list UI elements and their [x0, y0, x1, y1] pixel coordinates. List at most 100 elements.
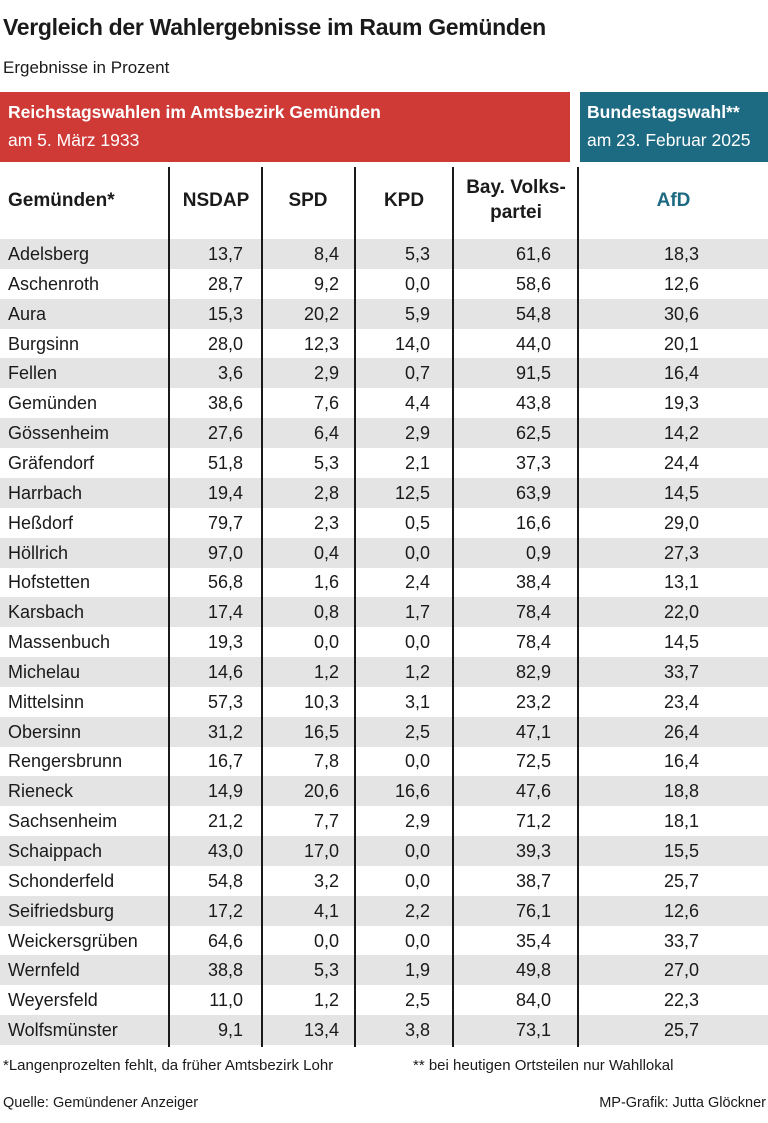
table-row: Wolfsmünster 9,1 13,4 3,8 73,1 25,7: [0, 1015, 768, 1046]
value-afd: 24,4: [663, 452, 699, 473]
value-spd: 2,3: [313, 512, 339, 533]
value-spd: 9,2: [313, 273, 339, 294]
value-bvp: 91,5: [515, 363, 551, 384]
value-kpd: 2,5: [404, 721, 430, 742]
value-kpd: 0,0: [404, 751, 430, 772]
table-row: Hofstetten 56,8 1,6 2,4 38,4 13,1: [0, 567, 768, 597]
table-row: Weyersfeld 11,0 1,2 2,5 84,0 22,3: [0, 985, 768, 1015]
page-title: Vergleich der Wahlergebnisse im Raum Gem…: [3, 14, 546, 40]
value-spd: 7,7: [313, 811, 339, 832]
value-kpd: 1,9: [404, 960, 430, 981]
value-nsdap: 21,2: [207, 811, 243, 832]
value-kpd: 2,5: [404, 990, 430, 1011]
footnote-langenprozelten: *Langenprozelten fehlt, da früher Amtsbe…: [3, 1057, 334, 1074]
row-label: Wolfsmünster: [8, 1020, 118, 1041]
value-afd: 25,7: [663, 1020, 699, 1041]
value-spd: 1,2: [313, 661, 339, 682]
value-bvp: 38,7: [515, 870, 551, 891]
table-row: Mittelsinn 57,3 10,3 3,1 23,2 23,4: [0, 687, 768, 717]
value-spd: 20,6: [303, 781, 339, 802]
row-label: Mittelsinn: [8, 691, 85, 712]
value-bvp: 76,1: [515, 900, 551, 921]
value-spd: 2,8: [313, 482, 339, 503]
value-kpd: 2,2: [404, 900, 430, 921]
value-bvp: 47,6: [515, 781, 551, 802]
value-spd: 6,4: [313, 423, 339, 444]
table-row: Michelau 14,6 1,2 1,2 82,9 33,7: [0, 656, 768, 687]
value-nsdap: 11,0: [209, 990, 243, 1011]
table-row: Aschenroth 28,7 9,2 0,0 58,6 12,6: [0, 269, 768, 299]
source-credit: Quelle: Gemündener Anzeiger: [3, 1095, 199, 1111]
value-bvp: 39,3: [515, 841, 551, 861]
graphic-credit: MP-Grafik: Jutta Glöckner: [599, 1095, 766, 1111]
value-afd: 23,4: [663, 691, 699, 712]
value-kpd: 0,0: [404, 542, 430, 563]
value-nsdap: 51,8: [207, 452, 243, 473]
value-afd: 12,6: [663, 273, 699, 294]
value-afd: 14,2: [663, 423, 699, 444]
value-bvp: 47,1: [515, 721, 551, 742]
value-spd: 20,2: [303, 303, 339, 324]
value-afd: 22,3: [663, 990, 699, 1011]
value-nsdap: 31,2: [207, 721, 243, 742]
value-spd: 10,3: [303, 691, 339, 712]
value-afd: 14,5: [663, 482, 699, 503]
value-spd: 1,2: [313, 990, 339, 1011]
value-afd: 25,7: [663, 870, 699, 891]
value-kpd: 0,0: [404, 870, 430, 891]
table-row: Gemünden 38,6 7,6 4,4 43,8 19,3: [0, 388, 768, 418]
value-spd: 0,0: [313, 632, 339, 653]
banner-reichstagswahl-date: am 5. März 1933: [8, 130, 140, 150]
value-afd: 18,8: [663, 781, 699, 802]
value-nsdap: 28,0: [207, 333, 243, 354]
value-afd: 19,3: [663, 393, 699, 414]
row-label: Gemünden: [8, 393, 98, 414]
value-afd: 22,0: [663, 602, 699, 623]
row-label: Höllrich: [8, 542, 69, 563]
row-label: Obersinn: [8, 721, 82, 742]
value-nsdap: 15,3: [207, 303, 243, 324]
value-spd: 0,4: [313, 542, 339, 563]
value-nsdap: 97,0: [207, 542, 243, 563]
value-afd: 30,6: [663, 303, 699, 324]
row-label: Fellen: [8, 363, 58, 384]
value-nsdap: 38,6: [207, 393, 243, 414]
row-label: Gräfendorf: [8, 452, 95, 473]
value-bvp: 72,5: [515, 751, 551, 772]
value-kpd: 3,1: [404, 691, 430, 712]
banner-bundestagswahl: Bundestagswahl** am 23. Februar 2025: [580, 92, 768, 162]
value-kpd: 1,7: [404, 602, 430, 623]
value-afd: 13,1: [663, 572, 699, 593]
value-bvp: 37,3: [515, 452, 551, 473]
value-bvp: 82,9: [515, 661, 551, 682]
banner-reichstagswahl-title: Reichstagswahlen im Amtsbezirk Gemünden: [8, 102, 381, 122]
value-nsdap: 17,4: [207, 602, 243, 623]
page-subtitle: Ergebnisse in Prozent: [3, 58, 170, 77]
value-nsdap: 57,3: [207, 691, 243, 712]
banner-bundestagswahl-date: am 23. Februar 2025: [587, 130, 751, 150]
table-row: Weickersgrüben 64,6 0,0 0,0 35,4 33,7: [0, 926, 768, 956]
value-spd: 1,6: [313, 572, 339, 593]
column-header-kpd: KPD: [383, 189, 425, 211]
column-header-nsdap: NSDAP: [182, 189, 250, 211]
value-afd: 29,0: [663, 512, 699, 533]
row-label: Massenbuch: [8, 632, 111, 653]
table-row: Seifriedsburg 17,2 4,1 2,2 76,1 12,6: [0, 895, 768, 926]
value-bvp: 54,8: [515, 303, 551, 324]
value-kpd: 0,0: [404, 632, 430, 653]
value-kpd: 0,7: [404, 363, 430, 384]
value-spd: 5,3: [313, 960, 339, 981]
value-kpd: 4,4: [404, 393, 430, 414]
value-spd: 8,4: [313, 244, 339, 264]
value-nsdap: 28,7: [207, 273, 243, 294]
table-row: Gräfendorf 51,8 5,3 2,1 37,3 24,4: [0, 448, 768, 478]
row-label: Rieneck: [8, 781, 74, 802]
value-kpd: 2,4: [404, 572, 430, 593]
value-nsdap: 14,9: [207, 781, 243, 802]
value-spd: 7,6: [313, 393, 339, 414]
row-label: Seifriedsburg: [8, 900, 115, 921]
value-afd: 18,1: [663, 811, 699, 832]
value-bvp: 49,8: [515, 960, 551, 981]
value-kpd: 3,8: [404, 1020, 430, 1041]
table-row: Rengersbrunn 16,7 7,8 0,0 72,5 16,4: [0, 746, 768, 776]
